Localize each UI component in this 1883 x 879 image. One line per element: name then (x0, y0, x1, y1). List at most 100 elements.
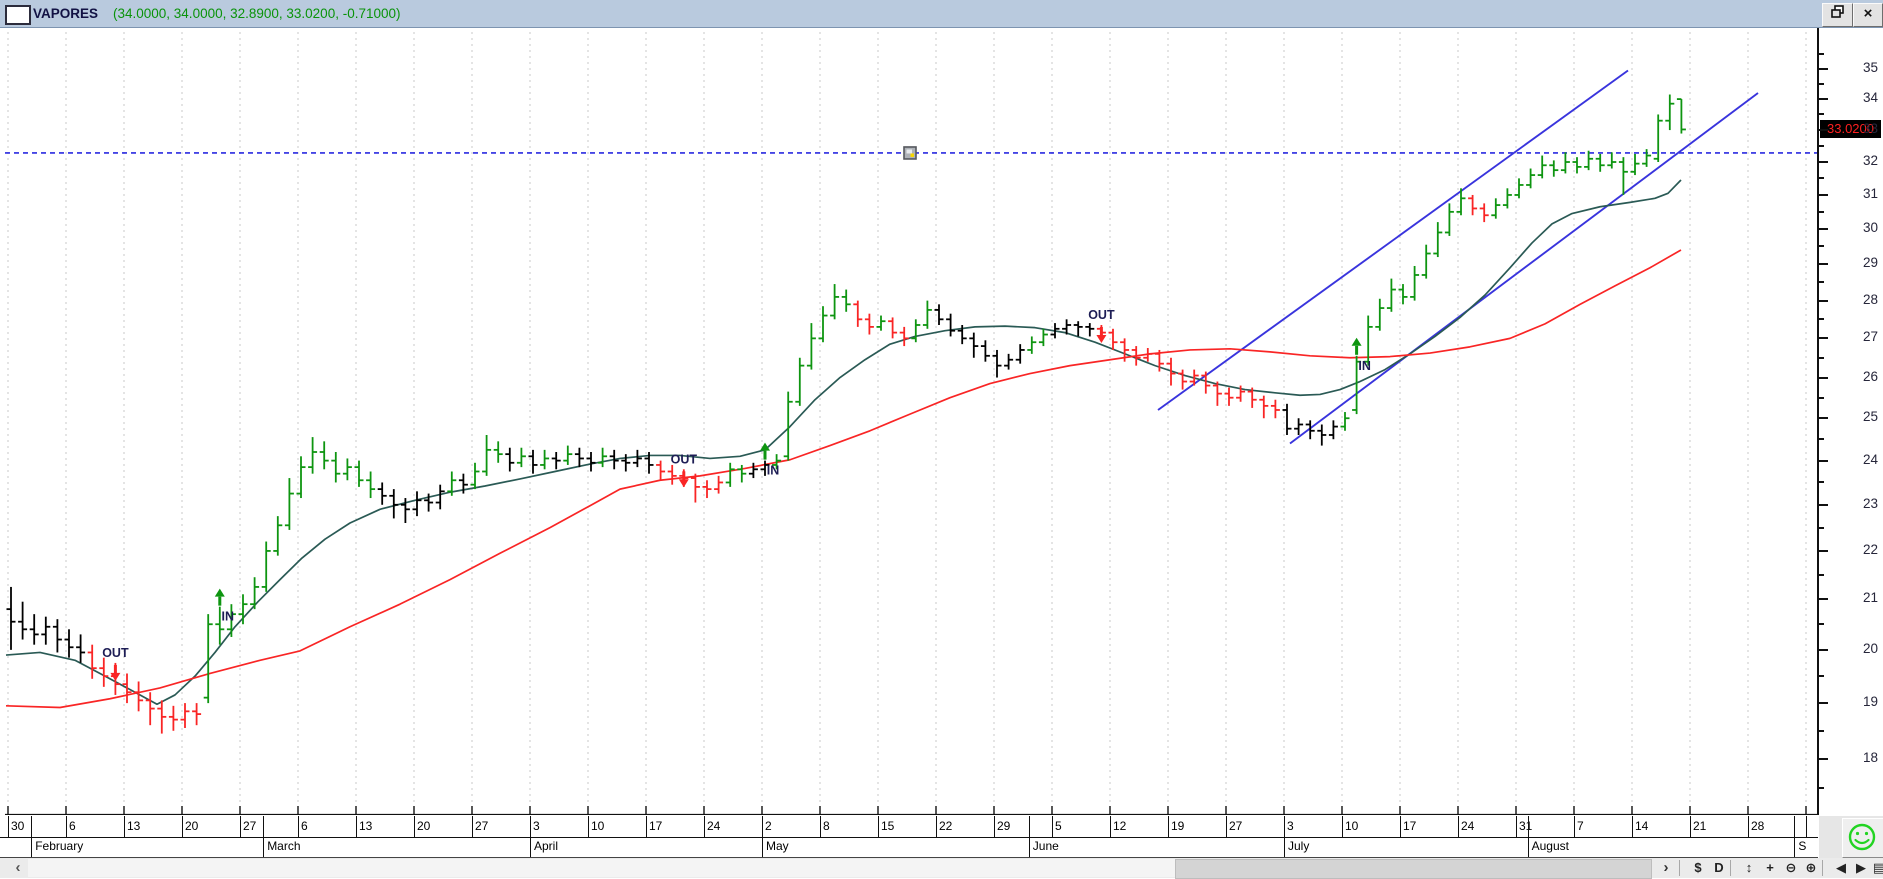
scroll-left-button[interactable]: ‹ (15, 859, 21, 876)
price-major-tick (1819, 702, 1828, 705)
week-date-label: 21 (1693, 819, 1707, 833)
week-cell-separator (704, 816, 705, 837)
trendline-1 (1157, 69, 1629, 411)
price-minor-tick (1819, 318, 1824, 321)
buy-arrow-icon (760, 442, 770, 451)
price-minor-tick (1819, 82, 1824, 85)
sentiment-smiley-button[interactable] (1842, 818, 1883, 858)
restore-window-button[interactable] (1822, 3, 1853, 27)
week-date-label: 8 (823, 819, 830, 833)
buy-arrow-icon (214, 588, 225, 597)
week-cell-separator (1516, 816, 1517, 837)
week-cell-separator (1168, 816, 1169, 837)
price-minor-tick (1819, 245, 1824, 248)
month-label: April (534, 839, 559, 853)
hline-drag-handle[interactable] (903, 146, 917, 160)
vertical-scale-icon[interactable]: ↕ (1745, 860, 1753, 875)
out-signal-label: OUT (102, 646, 129, 660)
week-date-label: 7 (1577, 819, 1584, 833)
week-date-label: 10 (1345, 819, 1359, 833)
scrollbar-thumb[interactable] (1175, 859, 1652, 879)
price-axis-line (1817, 28, 1819, 815)
ohlc-values-text: (34.0000, 34.0000, 32.8900, 33.0200, -0.… (113, 6, 401, 21)
price-tick-label: 27 (1862, 329, 1878, 345)
week-cell-separator (66, 816, 67, 837)
price-chart-plot[interactable]: OUT IN OUT IN OUT IN (5, 28, 1818, 815)
month-start-separator (1028, 816, 1030, 837)
week-cell-separator (878, 816, 879, 837)
week-cell-separator (1400, 816, 1401, 837)
week-cell-separator (1574, 816, 1575, 837)
price-tick-label: 19 (1862, 694, 1878, 710)
price-major-tick (1819, 503, 1828, 506)
price-minor-tick (1819, 177, 1824, 180)
price-tick-label: 29 (1862, 255, 1878, 271)
week-cell-separator (298, 816, 299, 837)
price-major-tick (1819, 598, 1828, 601)
price-tick-label: 34 (1862, 90, 1878, 106)
price-minor-tick (1819, 396, 1824, 399)
window-title-bar[interactable]: VAPORES (34.0000, 34.0000, 32.8900, 33.0… (0, 0, 1883, 28)
sell-arrow-icon (1096, 334, 1107, 343)
zoom-out-icon[interactable]: ⊖ (1785, 860, 1797, 875)
week-date-label: 22 (939, 819, 953, 833)
week-date-label: 6 (301, 819, 308, 833)
week-cell-separator (994, 816, 995, 837)
last-price-badge: 33.0200 (1820, 120, 1881, 139)
scroll-right-button[interactable]: › (1663, 859, 1669, 876)
week-cell-separator (356, 816, 357, 837)
price-minor-tick (1819, 53, 1824, 56)
month-cell-separator (31, 837, 33, 857)
month-start-separator (530, 816, 531, 837)
page-forward-icon[interactable]: ▶ (1856, 860, 1866, 875)
week-cell-separator (820, 816, 821, 837)
close-window-button[interactable]: × (1853, 3, 1883, 27)
week-date-label: 13 (127, 819, 141, 833)
week-cell-separator (1748, 816, 1749, 837)
price-major-tick (1819, 161, 1828, 163)
week-date-label: 17 (1403, 819, 1417, 833)
week-date-label: 2 (765, 819, 772, 833)
month-cell-separator (1284, 837, 1285, 857)
out-signal-label: OUT (1088, 308, 1115, 322)
week-cell-separator (1690, 816, 1691, 837)
price-major-tick (1819, 129, 1828, 132)
price-major-tick (1819, 228, 1828, 230)
week-date-label: 6 (69, 819, 76, 833)
week-date-label: 27 (475, 819, 489, 833)
price-tick-label: 26 (1862, 368, 1878, 384)
week-date-label: 13 (359, 819, 373, 833)
zoom-in-icon[interactable]: ⊕ (1805, 860, 1817, 875)
price-minor-tick (1819, 481, 1824, 484)
week-date-label: 17 (649, 819, 663, 833)
window-layout-icon[interactable]: ▤ (1872, 860, 1883, 875)
trendline-2 (1289, 92, 1759, 445)
month-labels-row: February March April May June July August S (0, 837, 1818, 858)
month-label: S (1798, 839, 1807, 853)
price-minor-tick (1819, 729, 1824, 732)
pan-icon[interactable]: + (1766, 860, 1774, 875)
week-cell-separator (1226, 816, 1227, 837)
in-signal-label: IN (222, 610, 235, 624)
week-cell-separator (1458, 816, 1459, 837)
week-date-label: 27 (243, 819, 257, 833)
page-back-icon[interactable]: ◀ (1836, 860, 1846, 875)
week-date-label: 29 (997, 819, 1011, 833)
price-minor-tick (1819, 356, 1824, 359)
month-label: February (35, 839, 84, 853)
week-date-label: 28 (1751, 819, 1765, 833)
week-date-label: 15 (881, 819, 895, 833)
week-date-label: 14 (1635, 819, 1649, 833)
week-date-label: 20 (185, 819, 199, 833)
fast-ma-line (5, 179, 1682, 706)
month-label: May (766, 839, 789, 853)
currency-icon[interactable]: $ (1694, 860, 1702, 875)
month-label: August (1531, 839, 1569, 853)
price-major-tick (1819, 337, 1828, 340)
price-tick-label: 20 (1862, 640, 1878, 656)
price-tick-label: 22 (1862, 541, 1878, 557)
daily-periodicity-icon[interactable]: D (1714, 860, 1724, 875)
price-major-tick (1819, 376, 1828, 379)
price-major-tick (1819, 459, 1828, 462)
price-minor-tick (1819, 787, 1824, 790)
